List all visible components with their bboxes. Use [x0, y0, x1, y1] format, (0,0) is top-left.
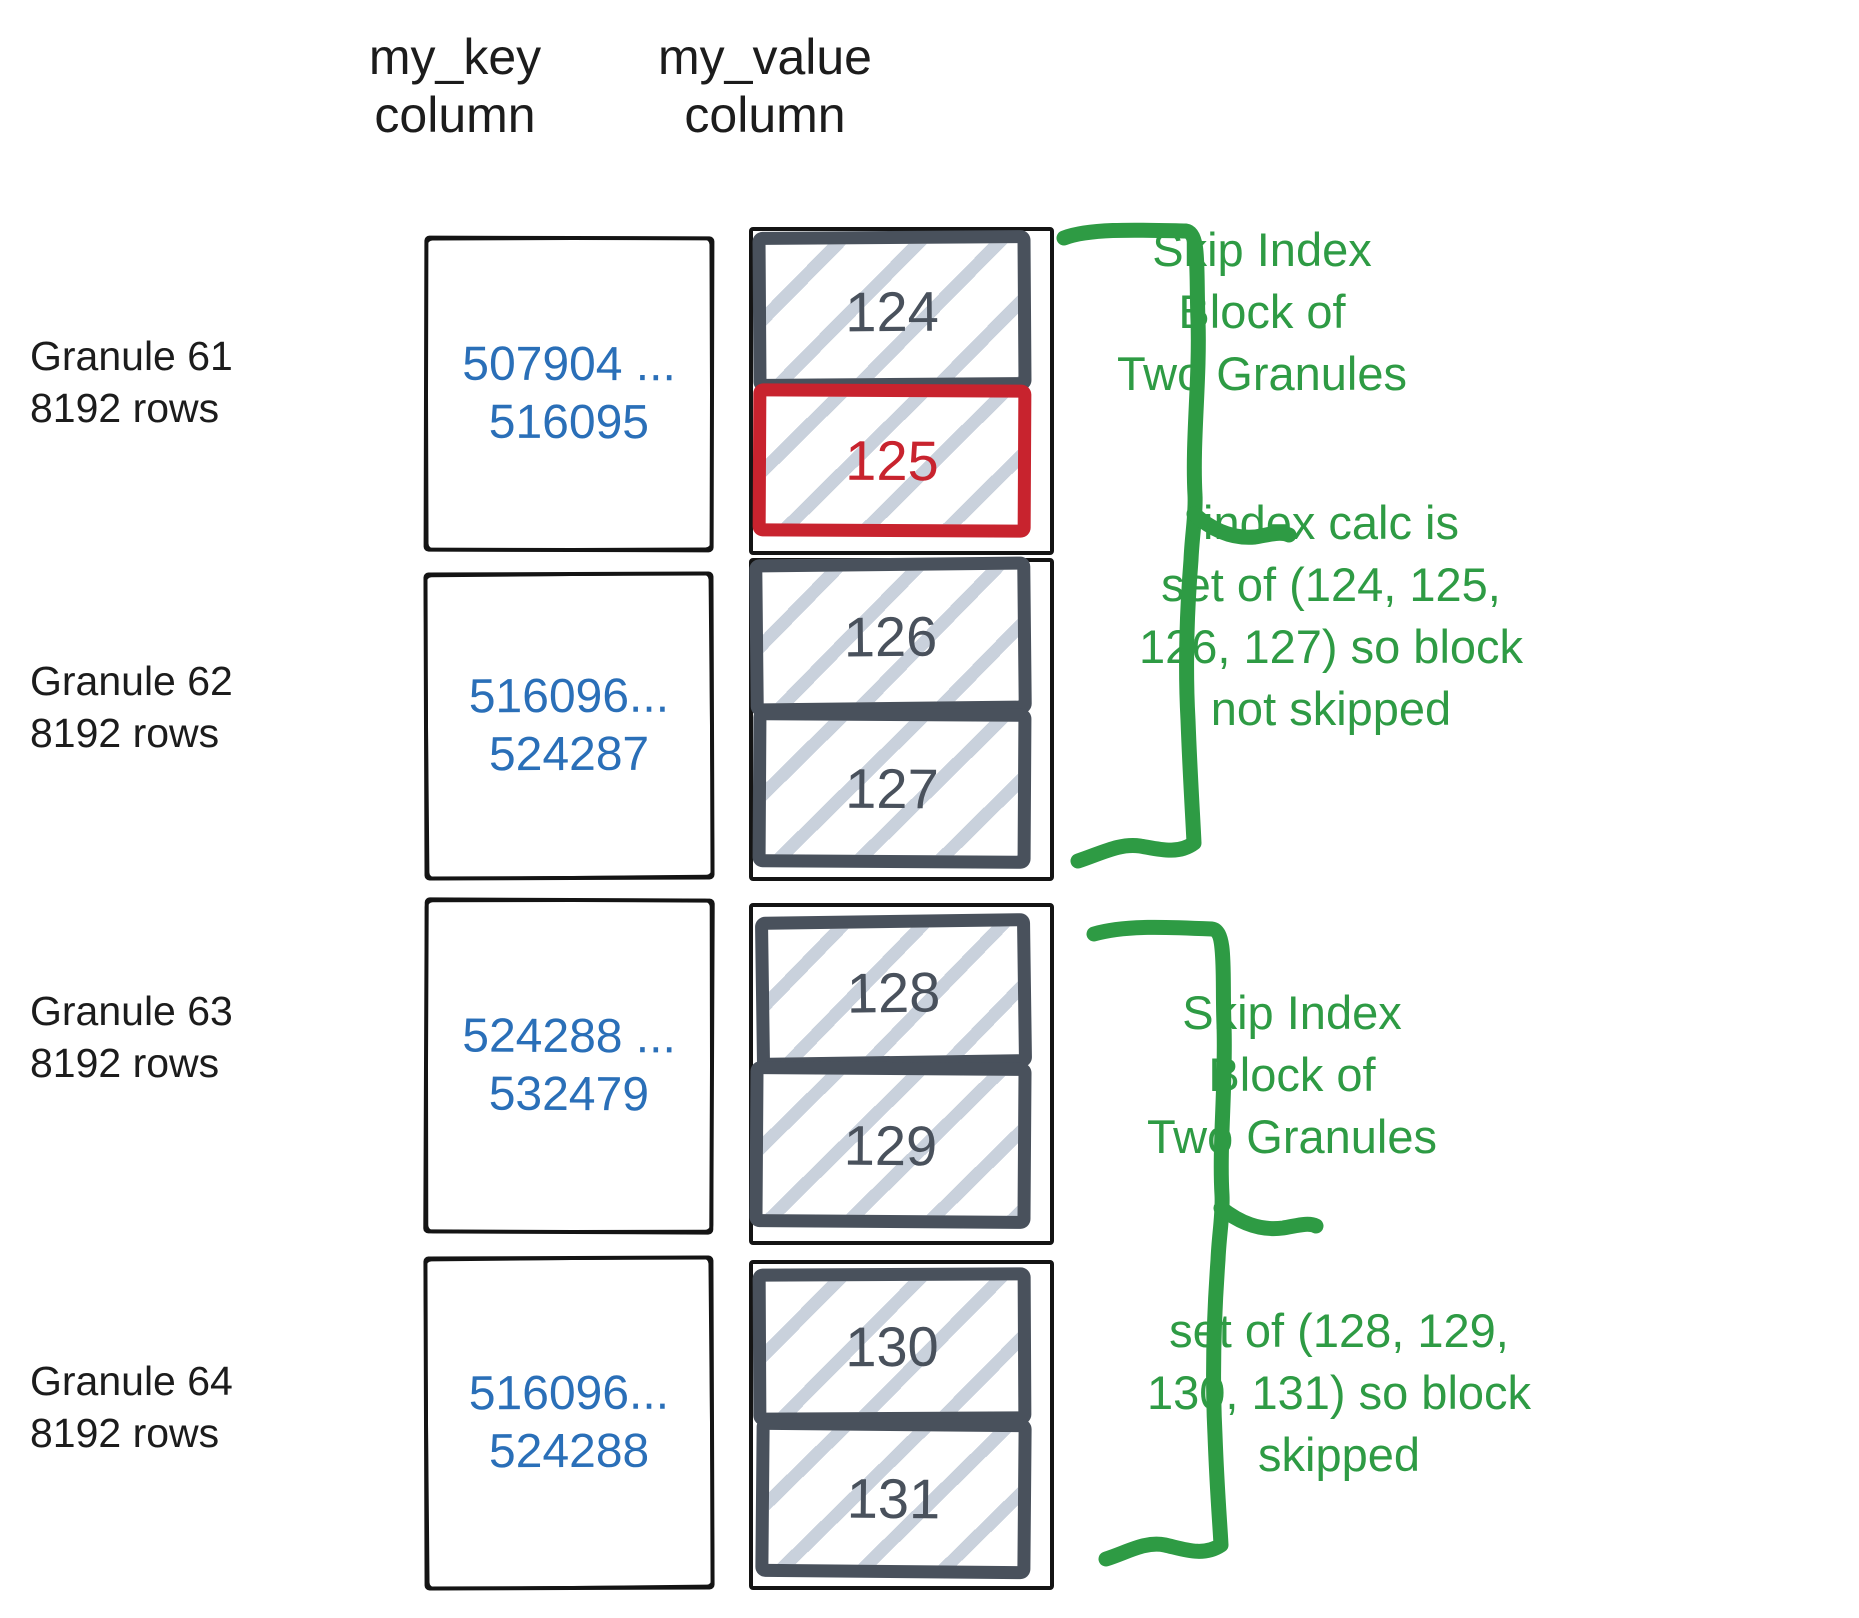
value-block-127-number: 127 [845, 756, 939, 820]
brace-granules-63-64-tick [1213, 1200, 1324, 1237]
value-block-126-number: 126 [843, 604, 938, 669]
granule-63-label: Granule 63 8192 rows [30, 985, 290, 1089]
annotation-4-line1: set of (128, 129, [1169, 1304, 1509, 1357]
header-my-value-column: my_value column [635, 28, 895, 144]
value-block-131-number: 131 [846, 1466, 941, 1530]
value-block-124-number: 124 [845, 279, 939, 343]
annotation-index-calc-not-skipped: index calc is set of (124, 125, 126, 127… [1103, 492, 1559, 740]
granule-61-rows: 8192 rows [30, 385, 220, 431]
granule-62-rows: 8192 rows [30, 710, 220, 756]
annotation-2-line3: 126, 127) so block [1138, 620, 1524, 673]
value-block-125-number: 125 [845, 428, 939, 493]
granule-61-key-start: 507904 ... [462, 337, 676, 392]
granule-64-key-box: 516096... 524288 [423, 1255, 715, 1591]
annotation-3-line3: Two Granules [1147, 1110, 1437, 1163]
value-block-130-number: 130 [845, 1314, 939, 1379]
granule-63-key-box: 524288 ... 532479 [423, 897, 715, 1235]
header-my-key-line2: column [374, 87, 536, 143]
granule-61-label: Granule 61 8192 rows [30, 330, 290, 434]
header-my-value-line1: my_value [658, 29, 872, 85]
annotation-1-line1: Skip Index [1152, 223, 1372, 276]
annotation-set-skipped: set of (128, 129, 130, 131) so block ski… [1108, 1300, 1570, 1486]
annotation-1-line3: Two Granules [1117, 347, 1407, 400]
granule-64-key-start: 516096... [468, 1366, 670, 1421]
value-block-128-number: 128 [846, 959, 941, 1025]
granule-63-key-start: 524288 ... [462, 1009, 676, 1064]
value-block-130: 130 [752, 1267, 1032, 1426]
value-block-124: 124 [752, 230, 1032, 392]
granule-62-label: Granule 62 8192 rows [30, 655, 290, 759]
value-block-125-highlighted: 125 [752, 383, 1032, 538]
annotation-2-line1: index calc is [1203, 496, 1459, 549]
header-my-key-column: my_key column [330, 28, 580, 144]
value-block-131: 131 [755, 1416, 1032, 1580]
annotation-4-line2: 130, 131) so block [1146, 1366, 1532, 1419]
granule-64-name: Granule 64 [30, 1358, 233, 1404]
granule-63-rows: 8192 rows [30, 1040, 220, 1086]
granule-64-label: Granule 64 8192 rows [30, 1355, 290, 1459]
granule-63-key-end: 532479 [488, 1067, 650, 1122]
annotation-2-line4: not skipped [1210, 682, 1452, 735]
annotation-3-line1: Skip Index [1182, 986, 1402, 1039]
value-block-129-number: 129 [843, 1113, 938, 1177]
granule-62-name: Granule 62 [30, 658, 233, 704]
granule-61-key-end: 516095 [488, 395, 650, 450]
granule-62-key-start: 516096... [468, 669, 670, 724]
annotation-4-line3: skipped [1258, 1428, 1420, 1481]
annotation-skip-index-block-2: Skip Index Block of Two Granules [1078, 982, 1506, 1168]
header-my-key-line1: my_key [368, 29, 542, 85]
granule-61-key-box: 507904 ... 516095 [423, 235, 715, 553]
granule-63-name: Granule 63 [30, 988, 233, 1034]
value-block-126: 126 [749, 556, 1032, 717]
annotation-2-line2: set of (124, 125, [1161, 558, 1501, 611]
granule-64-key-end: 524288 [488, 1424, 650, 1479]
value-block-127: 127 [752, 707, 1032, 869]
granule-61-name: Granule 61 [30, 333, 233, 379]
annotation-3-line2: Block of [1208, 1048, 1376, 1101]
annotation-1-line2: Block of [1178, 285, 1346, 338]
granule-62-key-box: 516096... 524287 [423, 571, 715, 881]
granule-64-rows: 8192 rows [30, 1410, 220, 1456]
header-my-value-line2: column [684, 87, 846, 143]
annotation-skip-index-block-1: Skip Index Block of Two Granules [1050, 219, 1474, 405]
value-block-129: 129 [749, 1061, 1032, 1229]
granule-62-key-end: 524287 [488, 727, 650, 782]
value-block-128: 128 [754, 913, 1033, 1071]
